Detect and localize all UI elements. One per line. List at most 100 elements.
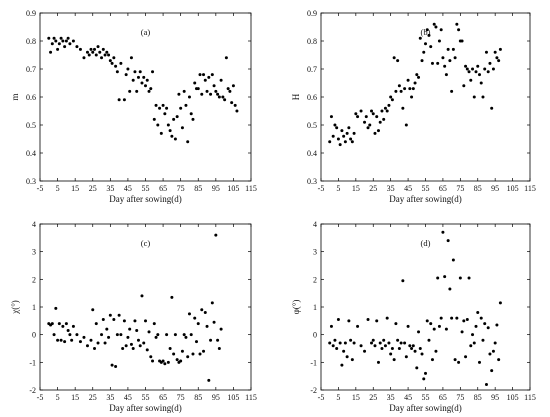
data-point — [331, 344, 335, 348]
data-point — [394, 322, 398, 326]
data-point — [138, 344, 142, 348]
data-point — [410, 347, 414, 350]
data-point — [156, 123, 160, 127]
data-point — [105, 327, 109, 331]
y-tick-label: 0.8 — [26, 37, 36, 46]
y-tick-label: 0.3 — [307, 177, 317, 186]
data-point — [458, 276, 462, 280]
data-point — [117, 98, 121, 102]
data-point — [179, 359, 183, 363]
x-tick-label: 15 — [71, 393, 79, 402]
x-tick-label: 5 — [56, 393, 60, 402]
data-point — [350, 140, 354, 144]
x-tick-label: 15 — [71, 184, 79, 193]
data-point — [455, 316, 459, 320]
data-point — [471, 67, 475, 71]
data-point — [131, 78, 135, 82]
data-point — [154, 335, 158, 339]
data-point — [131, 347, 135, 350]
data-point — [336, 137, 340, 141]
data-point — [406, 324, 410, 328]
data-point — [378, 341, 382, 345]
data-point — [47, 36, 51, 40]
data-point — [477, 360, 481, 364]
data-point — [430, 358, 434, 362]
data-point — [186, 140, 190, 144]
data-point — [488, 352, 492, 356]
data-point — [129, 56, 133, 60]
data-point — [189, 333, 193, 337]
data-point — [196, 87, 200, 91]
x-tick-label: 115 — [245, 184, 257, 193]
data-point — [61, 39, 65, 43]
y-tick-label: 0.9 — [26, 9, 36, 18]
data-point — [161, 359, 165, 363]
data-point — [397, 347, 401, 350]
data-point — [483, 322, 487, 326]
data-point — [471, 333, 475, 337]
data-point — [119, 61, 123, 65]
data-point — [375, 115, 379, 119]
data-point — [71, 324, 75, 328]
x-tick-label: -5 — [318, 393, 325, 402]
data-point — [214, 233, 218, 237]
data-point — [145, 348, 149, 352]
data-point — [462, 84, 466, 88]
data-point — [347, 126, 351, 130]
panel-d: -5 5 15 25 35 45 55 65 75 85 95 105 115 -2 -1 0 1 2 3 4 (d) D… — [291, 220, 536, 413]
y-axis-label: H — [291, 93, 301, 100]
x-axis-label: Day after sowing(d) — [109, 194, 181, 204]
data-point — [389, 95, 393, 99]
data-point — [163, 362, 167, 366]
data-point — [392, 56, 396, 60]
y-tick-label: 2 — [32, 275, 36, 284]
data-point — [467, 276, 471, 280]
data-point — [209, 338, 213, 342]
y-axis-label: φ(°) — [291, 300, 301, 315]
data-point — [439, 28, 443, 32]
data-point — [451, 47, 455, 51]
data-point — [94, 53, 98, 57]
data-point — [366, 126, 370, 130]
x-tick-label: 25 — [89, 184, 97, 193]
data-point — [370, 341, 374, 345]
data-point — [429, 45, 433, 49]
x-tick-label: 105 — [227, 184, 239, 193]
data-point — [135, 89, 139, 93]
data-point — [117, 313, 121, 317]
data-point — [68, 42, 72, 46]
data-point — [128, 327, 132, 331]
x-tick-label: 95 — [212, 393, 220, 402]
data-point — [209, 92, 213, 96]
data-point — [68, 333, 72, 337]
data-point — [66, 36, 70, 40]
data-point — [397, 84, 401, 88]
data-point — [467, 70, 471, 74]
x-tick-label: 105 — [227, 393, 239, 402]
data-point — [453, 56, 457, 60]
x-tick-label: 65 — [159, 184, 167, 193]
data-point — [186, 355, 190, 359]
data-point — [100, 333, 104, 337]
data-point — [147, 330, 151, 334]
data-point — [385, 109, 389, 113]
y-tick-label: 0 — [313, 331, 317, 340]
data-point — [122, 98, 126, 102]
data-point — [224, 56, 228, 60]
x-tick-label: 45 — [124, 393, 132, 402]
data-point — [336, 317, 340, 321]
data-point — [89, 338, 93, 342]
y-tick-label: 2 — [313, 275, 317, 284]
data-point — [399, 341, 403, 345]
data-point — [441, 230, 445, 234]
data-point — [78, 47, 82, 51]
x-tick-label: 95 — [212, 184, 220, 193]
data-point — [462, 319, 466, 323]
data-point — [359, 344, 363, 348]
x-tick-label: 5 — [336, 184, 340, 193]
data-point — [85, 50, 89, 54]
data-point — [382, 338, 386, 342]
data-point — [50, 322, 54, 326]
y-tick-label: 1 — [32, 303, 36, 312]
data-point — [352, 341, 356, 345]
